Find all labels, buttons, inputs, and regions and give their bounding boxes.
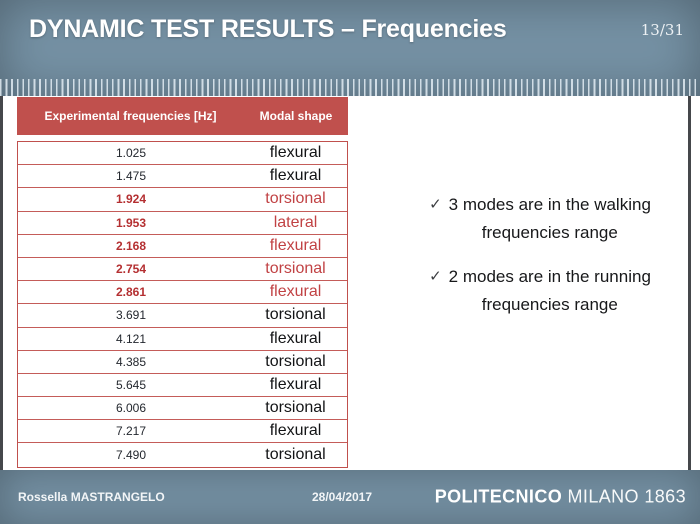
table-row: 1.924 torsional bbox=[18, 188, 347, 212]
frequency-cell: 1.025 bbox=[115, 146, 147, 161]
table-row: 7.217 flexural bbox=[18, 420, 347, 444]
table-row: 4.121 flexural bbox=[18, 328, 347, 351]
shape-cell: flexural bbox=[269, 283, 322, 301]
footer-date: 28/04/2017 bbox=[311, 490, 373, 504]
shape-cell: flexural bbox=[269, 422, 322, 440]
note-text: 2 modes are in the running frequencies r… bbox=[448, 267, 651, 314]
shape-cell: lateral bbox=[273, 213, 318, 231]
shape-cell: torsional bbox=[265, 352, 326, 370]
table-row: 3.691 torsional bbox=[18, 304, 347, 328]
left-edge-shadow bbox=[0, 96, 3, 470]
table-row: 2.754 torsional bbox=[18, 258, 347, 282]
shape-cell: torsional bbox=[265, 260, 326, 278]
table-row: 1.953 lateral bbox=[18, 212, 347, 235]
frequencies-table: 1.025 flexural 1.475 flexural 1.924 tors… bbox=[17, 141, 348, 468]
comb-stripes-decoration bbox=[0, 79, 700, 96]
footer-author: Rossella MASTRANGELO bbox=[18, 490, 165, 504]
logo-text-bold: POLITECNICO bbox=[434, 486, 563, 507]
frequency-cell: 1.475 bbox=[115, 169, 147, 184]
notes-list: ✓ 3 modes are in the walking frequencies… bbox=[398, 191, 682, 335]
shape-cell: flexural bbox=[269, 375, 322, 393]
slide-page-number: 13/31 bbox=[640, 21, 684, 39]
shape-cell: flexural bbox=[269, 167, 322, 185]
logo-text-light: MILANO 1863 bbox=[567, 486, 686, 507]
footer-band: Rossella MASTRANGELO 28/04/2017 POLITECN… bbox=[0, 470, 700, 524]
table-row: 7.490 torsional bbox=[18, 443, 347, 466]
check-icon: ✓ bbox=[429, 196, 442, 213]
column-header-modal-shape: Modal shape bbox=[259, 109, 333, 123]
frequency-cell: 4.385 bbox=[115, 354, 147, 369]
shape-cell: torsional bbox=[265, 399, 326, 417]
frequency-cell: 7.217 bbox=[115, 424, 147, 439]
page-title: DYNAMIC TEST RESULTS – Frequencies bbox=[29, 15, 507, 43]
shape-cell: torsional bbox=[265, 190, 326, 208]
table-row: 6.006 torsional bbox=[18, 397, 347, 421]
table-row: 2.168 flexural bbox=[18, 235, 347, 258]
frequency-cell: 7.490 bbox=[115, 448, 147, 463]
table-row: 1.475 flexural bbox=[18, 165, 347, 189]
frequency-cell: 2.168 bbox=[115, 238, 147, 253]
frequency-cell: 6.006 bbox=[115, 401, 147, 416]
note-running-range: ✓ 2 modes are in the running frequencies… bbox=[398, 263, 682, 319]
shape-cell: flexural bbox=[269, 144, 322, 162]
frequency-cell: 4.121 bbox=[115, 331, 147, 346]
politecnico-milano-logo: POLITECNICO MILANO 1863 bbox=[435, 487, 686, 508]
frequency-cell: 2.861 bbox=[115, 285, 147, 300]
frequency-cell: 3.691 bbox=[115, 308, 147, 323]
frequency-cell: 5.645 bbox=[115, 377, 147, 392]
note-walking-range: ✓ 3 modes are in the walking frequencies… bbox=[398, 191, 682, 247]
shape-cell: torsional bbox=[265, 306, 326, 324]
table-row: 4.385 torsional bbox=[18, 351, 347, 374]
right-edge-shadow bbox=[688, 96, 691, 470]
frequencies-table-header: Experimental frequencies [Hz] Modal shap… bbox=[17, 97, 348, 135]
table-row: 2.861 flexural bbox=[18, 281, 347, 305]
note-text: 3 modes are in the walking frequencies r… bbox=[448, 195, 651, 242]
shape-cell: flexural bbox=[269, 236, 322, 254]
frequency-cell: 1.953 bbox=[115, 215, 147, 230]
check-icon: ✓ bbox=[429, 268, 442, 285]
table-row: 1.025 flexural bbox=[18, 142, 347, 166]
table-row: 5.645 flexural bbox=[18, 374, 347, 398]
frequency-cell: 1.924 bbox=[115, 192, 147, 207]
shape-cell: flexural bbox=[269, 329, 322, 347]
shape-cell: torsional bbox=[265, 446, 326, 464]
frequency-cell: 2.754 bbox=[115, 262, 147, 277]
column-header-frequency: Experimental frequencies [Hz] bbox=[44, 109, 217, 123]
